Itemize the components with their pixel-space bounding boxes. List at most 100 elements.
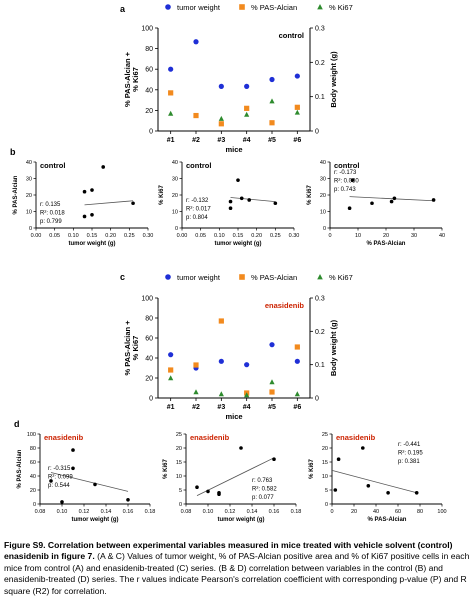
x-tick-label-D-1-0: 0.08 <box>181 509 192 515</box>
data-point-D-0-5 <box>126 498 130 502</box>
left-axis-title-2-A: % Ki67 <box>131 67 140 92</box>
x-axis-title-D-1: tumor weight (g) <box>218 517 265 523</box>
data-point-A-2-4 <box>269 98 275 104</box>
y-tick-label-D-1-0: 0 <box>179 502 182 508</box>
data-point-A-0-0 <box>168 66 174 72</box>
legend-marker-A-1 <box>239 4 245 10</box>
y-tick-label-D-0-2: 40 <box>30 474 36 480</box>
x-tick-label-D-2-2: 40 <box>373 509 379 515</box>
x-tick-label-B-0-4: 0.20 <box>105 233 116 239</box>
data-point-D-2-1 <box>336 457 341 462</box>
x-tick-label-B-0-2: 0.10 <box>68 233 79 239</box>
y-tick-label-D-1-5: 25 <box>176 432 182 438</box>
y-tick-label-B-2-0: 0 <box>323 226 326 232</box>
left-tick-label-A-5: 100 <box>141 26 153 33</box>
x-axis-title-D-2: % PAS-Alcian <box>368 517 407 523</box>
y-axis-title-B-1: % Ki67 <box>159 185 165 205</box>
group-label-B-2: control <box>334 161 359 170</box>
y-axis-title-B-0: % PAS-Alcian <box>13 175 19 214</box>
left-tick-label-C-2: 40 <box>145 356 153 363</box>
right-tick-label-C-0: 0 <box>315 396 319 403</box>
fit-line-B-1 <box>230 197 276 202</box>
left-tick-label-A-3: 60 <box>145 67 153 74</box>
right-tick-label-C-2: 0.2 <box>315 329 325 336</box>
data-point-A-2-2 <box>218 115 224 121</box>
stats-B-2-0: r: -0.173 <box>334 170 357 176</box>
legend-marker-C-2 <box>317 274 323 280</box>
data-point-C-2-1 <box>193 389 199 395</box>
stats-B-1-1: R²: 0.017 <box>186 207 211 213</box>
data-point-A-0-5 <box>294 73 300 79</box>
data-point-C-1-1 <box>193 362 199 368</box>
right-tick-label-A-3: 0.3 <box>315 26 325 33</box>
data-point-B-0-3 <box>82 214 87 219</box>
data-point-A-1-2 <box>218 121 224 127</box>
stats-B-2-2: p: 0.743 <box>334 187 356 193</box>
group-label-D-1: enasidenib <box>190 433 230 442</box>
y-tick-label-B-1-3: 30 <box>172 177 178 183</box>
y-tick-label-B-0-3: 30 <box>26 177 32 183</box>
legend-label-A-1: % PAS-Alcian <box>251 3 297 12</box>
x-tick-label-D-1-2: 0.12 <box>225 509 236 515</box>
legend-marker-C-1 <box>239 274 245 280</box>
y-tick-label-B-2-4: 40 <box>320 160 326 166</box>
stats-B-1-0: r: -0.132 <box>186 198 209 204</box>
figure-caption: Figure S9. Correlation between experimen… <box>4 540 470 597</box>
figure-canvas: a tumor weight % PAS-Alcian % Ki67 0 20 40 60 80… <box>10 3 447 523</box>
legend-label-C-1: % PAS-Alcian <box>251 273 297 282</box>
data-point-C-1-4 <box>269 389 275 395</box>
y-tick-label-D-2-4: 20 <box>322 446 328 452</box>
category-label-A-2: #3 <box>217 137 225 144</box>
category-label-C-1: #2 <box>192 404 200 411</box>
x-tick-label-D-0-5: 0.18 <box>145 509 156 515</box>
data-point-D-1-1 <box>206 489 210 494</box>
data-point-D-0-3 <box>71 466 75 471</box>
data-point-D-0-2 <box>71 448 75 452</box>
data-point-B-2-4 <box>392 196 397 201</box>
right-axis-title-A: Body weight (g) <box>329 51 338 108</box>
left-tick-label-C-5: 100 <box>141 296 153 303</box>
y-tick-label-B-2-1: 10 <box>320 210 326 216</box>
stats-B-2-1: R²: 0.030 <box>334 179 359 185</box>
right-tick-label-A-0: 0 <box>315 129 319 136</box>
category-label-A-0: #1 <box>167 137 175 144</box>
data-point-D-2-5 <box>414 491 419 495</box>
data-point-B-2-0 <box>347 206 352 210</box>
stats-D-0-1: R²: 0.099 <box>48 475 73 481</box>
x-tick-label-D-1-1: 0.10 <box>203 509 214 515</box>
y-tick-label-B-0-1: 10 <box>26 210 32 216</box>
x-tick-label-D-0-4: 0.16 <box>123 509 134 515</box>
stats-D-1-1: R²: 0.582 <box>252 487 277 493</box>
x-tick-label-B-1-1: 0.05 <box>195 233 206 239</box>
stats-B-0-0: r: 0.135 <box>40 202 61 208</box>
left-axis-title-2-C: % Ki67 <box>131 336 140 361</box>
left-tick-label-A-4: 80 <box>145 46 153 53</box>
x-axis-title-B-0: tumor weight (g) <box>69 241 116 247</box>
stats-B-1-2: p: 0.804 <box>186 215 208 221</box>
y-tick-label-B-1-0: 0 <box>175 226 178 232</box>
data-point-B-2-3 <box>389 199 394 204</box>
x-tick-label-B-2-0: 0 <box>328 233 331 239</box>
x-tick-label-B-0-6: 0.30 <box>143 233 154 239</box>
x-tick-label-B-1-5: 0.25 <box>270 233 281 239</box>
right-tick-label-C-3: 0.3 <box>315 296 325 303</box>
group-label-C: enasidenib <box>265 301 305 310</box>
data-point-B-1-4 <box>239 196 244 201</box>
x-axis-title-B-2: % PAS-Alcian <box>367 241 406 247</box>
data-point-C-0-5 <box>294 358 300 364</box>
right-tick-label-A-2: 0.2 <box>315 60 325 67</box>
legend-label-A-0: tumor weight <box>177 3 221 12</box>
y-tick-label-B-1-1: 10 <box>172 210 178 216</box>
data-point-C-2-3 <box>244 392 250 398</box>
legend-label-A-2: % Ki67 <box>329 3 353 12</box>
data-point-B-2-1 <box>350 178 355 182</box>
data-point-D-1-0 <box>195 485 199 490</box>
y-tick-label-D-2-0: 0 <box>325 502 328 508</box>
panel-letter-C: c <box>120 272 125 282</box>
category-label-A-4: #5 <box>268 137 276 144</box>
stats-D-2-0: r: -0.441 <box>398 442 421 448</box>
x-tick-label-B-2-2: 20 <box>383 233 389 239</box>
data-point-B-2-5 <box>431 198 436 202</box>
data-point-C-2-2 <box>218 391 224 397</box>
x-tick-label-B-0-1: 0.05 <box>49 233 60 239</box>
